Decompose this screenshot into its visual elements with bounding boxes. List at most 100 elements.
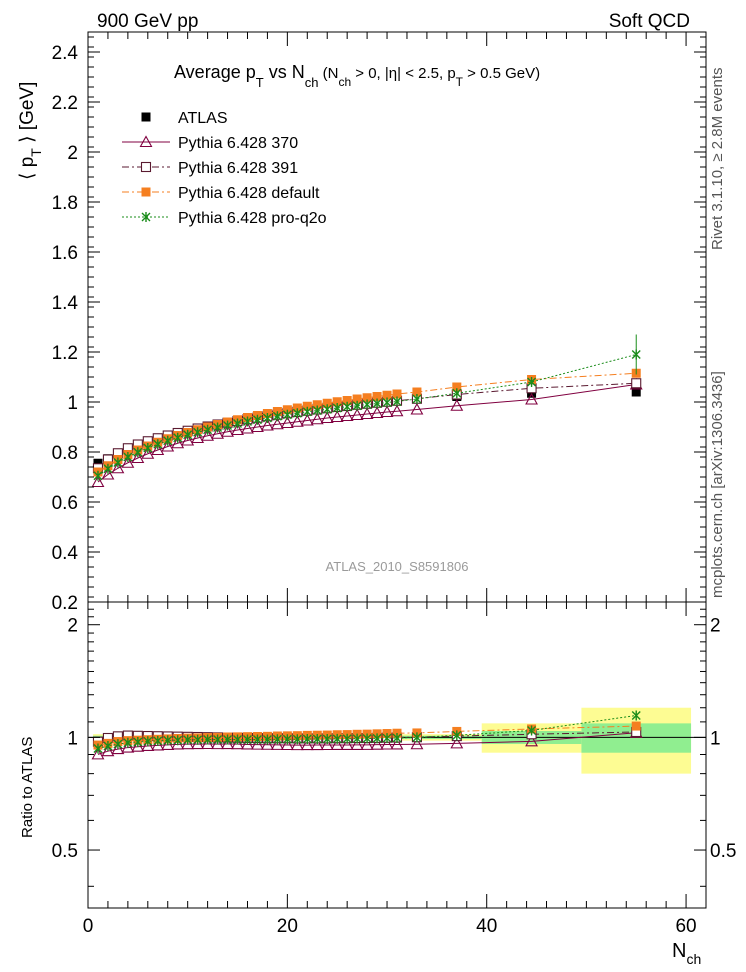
series-1-point [340, 409, 354, 422]
series-4-ratio-point [262, 734, 272, 745]
legend-marker-4 [141, 212, 151, 222]
series-1-point [91, 475, 105, 488]
legend-marker-1 [139, 135, 153, 148]
series-1-point [141, 447, 155, 459]
series-4-ratio-point [292, 734, 302, 745]
chart-title: Average pT vs Nch (Nch > 0, |η| < 2.5, p… [174, 62, 540, 90]
series-4-ratio-point [312, 734, 322, 745]
series-1-ratio-point [141, 739, 155, 752]
series-1-ratio-point [241, 737, 254, 750]
series-1-ratio-point [231, 737, 244, 750]
legend-label-3: Pythia 6.428 default [178, 185, 320, 202]
series-4-point [372, 398, 382, 409]
series-3-point [412, 387, 422, 397]
series-4-point [412, 394, 422, 404]
ratio-plot-frame [87, 601, 707, 909]
series-4-point [342, 401, 352, 412]
series-1-point [231, 423, 244, 436]
series-4-point [252, 414, 262, 425]
series-4-ratio-point [322, 734, 332, 745]
series-1-point [290, 415, 304, 427]
series-3-point [342, 396, 352, 405]
series-4-point [123, 452, 133, 462]
series-1-ratio-point [201, 737, 215, 750]
mcplots-label: mcplots.cern.ch [arXiv:1306.3436] [709, 371, 726, 598]
series-1-ratio-point [221, 737, 234, 750]
series-4-point [452, 388, 462, 399]
y-tick-label: 1.4 [52, 293, 79, 314]
series-1-point [161, 439, 175, 452]
series-4-ratio-line [97, 714, 637, 749]
legend-label-2: Pythia 6.428 391 [178, 160, 298, 177]
series-1-point [330, 410, 344, 423]
header-collision-label: 900 GeV pp [97, 11, 198, 32]
series-4-ratio-point [352, 733, 362, 744]
series-4-point [352, 400, 362, 411]
series-4-point [113, 457, 123, 468]
y-axis-label: ⟨ pT ⟩ [GeV] [17, 82, 44, 180]
series-1-ratio-point [450, 736, 464, 749]
y-tick-label: 1.8 [52, 193, 78, 214]
y-tick-label: 0.2 [52, 593, 78, 614]
series-4-ratio-point [163, 735, 173, 746]
y-tick-label: 1.6 [52, 243, 78, 264]
ratio-tick-label-right: 0.5 [710, 841, 736, 862]
ratio-tick-label: 1 [67, 728, 78, 749]
series-4-ratio-point [173, 735, 183, 746]
series-3-point [332, 397, 342, 407]
series-1-point [211, 427, 225, 439]
series-4-point [282, 409, 292, 420]
series-4-point [133, 447, 143, 458]
series-1-ratio-point [131, 740, 145, 752]
legend-label-4: Pythia 6.428 pro-q2o [178, 210, 327, 227]
series-4-ratio-point [103, 741, 113, 752]
series-4-ratio-point [527, 725, 537, 736]
series-4-ratio-point [123, 737, 133, 748]
series-4-ratio-point [412, 732, 422, 743]
series-1-point [191, 431, 205, 444]
series-1-point [525, 392, 538, 405]
series-1-point [320, 411, 334, 424]
series-4-ratio-point [252, 734, 262, 745]
series-4-point [163, 435, 173, 446]
series-1-point [171, 436, 185, 449]
y-tick-label: 0.6 [52, 493, 78, 514]
series-1-ratio-point [151, 738, 165, 751]
series-1-point [450, 399, 464, 411]
analysis-watermark: ATLAS_2010_S8591806 [326, 559, 469, 574]
x-tick-label: 60 [675, 916, 696, 937]
series-1-ratio-point [251, 737, 264, 750]
series-1-ratio-point [525, 734, 538, 747]
legend-marker-0 [141, 112, 151, 122]
series-1-ratio-point [260, 738, 274, 750]
series-1-point [300, 413, 314, 426]
series-1-ratio-point [410, 737, 424, 750]
series-4-point [183, 429, 193, 440]
series-1-ratio-point [330, 738, 344, 751]
series-4-point [242, 416, 252, 427]
series-4-point [272, 411, 282, 422]
series-1-point [101, 467, 115, 480]
series-1-ratio-point [300, 738, 314, 751]
ratio-tick-label-right: 2 [710, 616, 721, 637]
series-4-ratio-point [452, 730, 462, 741]
series-1-ratio-point [111, 742, 125, 755]
series-1-ratio-point [161, 738, 175, 750]
series-1-point [181, 433, 195, 446]
ratio-tick-label: 0.5 [52, 841, 78, 862]
series-3-line [97, 372, 637, 473]
series-3-point [292, 403, 302, 413]
series-3-point [452, 382, 462, 392]
series-1-ratio-point [350, 738, 364, 750]
series-1-point [270, 417, 284, 430]
series-0-point [631, 387, 641, 397]
series-1-ratio-point [280, 738, 294, 751]
series-2-point [631, 378, 642, 389]
series-1-ratio-point [370, 738, 384, 750]
series-4-ratio-point [213, 734, 223, 745]
series-1-ratio-point [211, 737, 225, 750]
series-1-ratio-point [290, 738, 304, 751]
ratio-tick-label-right: 1 [710, 728, 721, 749]
series-4-ratio-point [233, 734, 243, 745]
